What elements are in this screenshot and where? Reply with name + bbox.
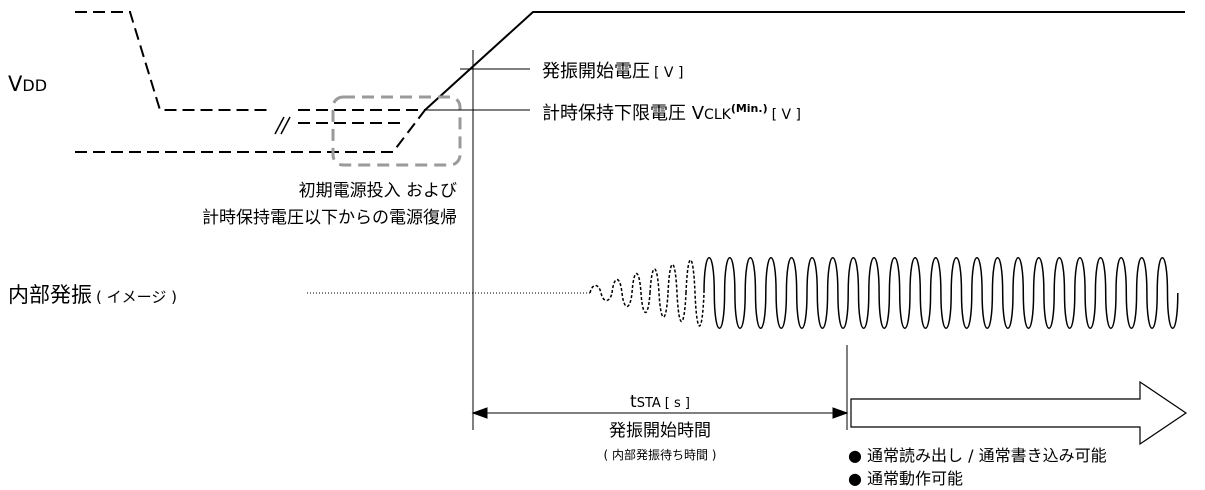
osc-startup-cycle bbox=[631, 272, 651, 314]
osc-waveform bbox=[589, 257, 1179, 329]
osc-start-voltage-label: 発振開始電圧[ V ] bbox=[542, 61, 683, 82]
vdd-waveforms bbox=[75, 11, 1185, 153]
bullet-read-write: ● 通常読み出し / 通常書き込み可能 bbox=[848, 446, 1107, 465]
osc-startup-cycle bbox=[611, 278, 633, 308]
hold-voltage-label: 計時保持下限電圧 VCLK(Min.)[ V ] bbox=[542, 102, 801, 124]
vdd-dashed-top bbox=[75, 11, 272, 111]
tsta-dimension-arrow bbox=[471, 407, 849, 419]
osc-startup-cycle bbox=[685, 259, 705, 327]
osc-wait-time-label: ( 内部発振待ち時間 ) bbox=[604, 447, 717, 462]
bullet-normal-operation: ● 通常動作可能 bbox=[848, 469, 963, 488]
osc-startup-cycle bbox=[667, 263, 687, 323]
vdd-label: VDD bbox=[8, 72, 47, 96]
osc-stable-cycles bbox=[703, 257, 1179, 329]
osc-startup-cycle bbox=[649, 268, 669, 318]
tsta-label: tSTA[ s ] bbox=[630, 392, 690, 412]
osc-startup-cycle bbox=[589, 284, 613, 302]
osc-start-time-label: 発振開始時間 bbox=[609, 421, 711, 441]
initial-power-line2: 計時保持電圧以下からの電源復帰 bbox=[202, 208, 457, 228]
internal-osc-label: 内部発振( イメージ ) bbox=[8, 283, 177, 307]
vdd-solid-rise bbox=[424, 11, 1185, 111]
break-mark-icon bbox=[274, 116, 291, 135]
transition-highlight-box bbox=[331, 95, 462, 167]
operation-available-arrow bbox=[850, 380, 1188, 446]
initial-power-line1: 初期電源投入 および bbox=[299, 181, 457, 201]
vdd-dashed-low bbox=[75, 109, 426, 153]
